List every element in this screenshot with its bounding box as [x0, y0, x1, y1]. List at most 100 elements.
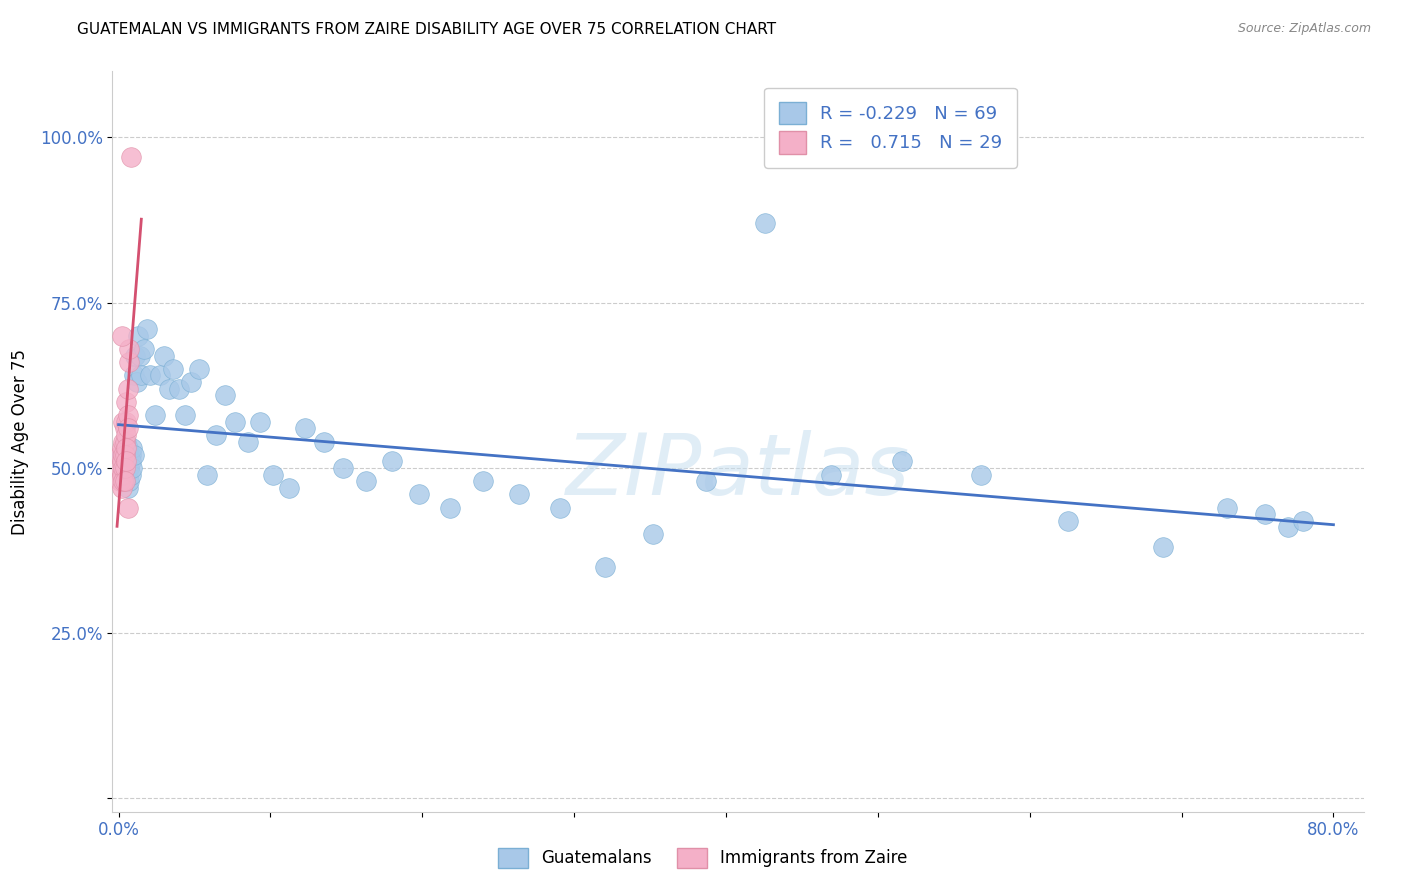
Point: [1056, 514, 1078, 528]
Text: GUATEMALAN VS IMMIGRANTS FROM ZAIRE DISABILITY AGE OVER 75 CORRELATION CHART: GUATEMALAN VS IMMIGRANTS FROM ZAIRE DISA…: [77, 22, 776, 37]
Point: [114, 474, 136, 488]
Point: [136, 322, 159, 336]
Point: [115, 395, 138, 409]
Point: [110, 481, 132, 495]
Point: [1152, 541, 1174, 555]
Legend: Guatemalans, Immigrants from Zaire: Guatemalans, Immigrants from Zaire: [492, 841, 914, 875]
Point: [115, 467, 138, 482]
Point: [120, 454, 142, 468]
Point: [550, 500, 572, 515]
Point: [121, 441, 143, 455]
Point: [115, 441, 138, 455]
Y-axis label: Disability Age Over 75: Disability Age Over 75: [11, 349, 28, 534]
Point: [117, 441, 139, 455]
Point: [117, 421, 139, 435]
Point: [262, 467, 284, 482]
Point: [118, 461, 141, 475]
Point: [820, 467, 842, 482]
Legend: R = -0.229   N = 69, R =   0.715   N = 29: R = -0.229 N = 69, R = 0.715 N = 29: [765, 87, 1017, 168]
Point: [112, 474, 135, 488]
Point: [120, 467, 142, 482]
Point: [117, 408, 139, 422]
Point: [508, 487, 530, 501]
Point: [120, 150, 142, 164]
Point: [162, 361, 184, 376]
Point: [124, 349, 146, 363]
Point: [472, 474, 495, 488]
Point: [128, 349, 150, 363]
Point: [117, 461, 139, 475]
Point: [115, 434, 138, 449]
Point: [122, 368, 145, 383]
Point: [108, 448, 131, 462]
Point: [354, 474, 377, 488]
Point: [224, 415, 246, 429]
Point: [118, 342, 141, 356]
Point: [122, 448, 145, 462]
Point: [195, 467, 218, 482]
Point: [143, 408, 166, 422]
Point: [312, 434, 335, 449]
Point: [108, 474, 131, 488]
Point: [134, 342, 156, 356]
Point: [114, 448, 136, 462]
Point: [157, 382, 180, 396]
Point: [593, 560, 616, 574]
Point: [115, 454, 138, 468]
Point: [148, 368, 170, 383]
Point: [204, 428, 226, 442]
Point: [294, 421, 316, 435]
Point: [249, 415, 271, 429]
Point: [117, 500, 139, 515]
Point: [114, 421, 136, 435]
Point: [125, 375, 148, 389]
Point: [112, 415, 135, 429]
Text: ZIPatlas: ZIPatlas: [567, 430, 910, 513]
Point: [214, 388, 236, 402]
Point: [114, 441, 136, 455]
Point: [439, 500, 461, 515]
Text: Source: ZipAtlas.com: Source: ZipAtlas.com: [1237, 22, 1371, 36]
Point: [118, 448, 141, 462]
Point: [117, 382, 139, 396]
Point: [110, 467, 132, 482]
Point: [970, 467, 993, 482]
Point: [153, 349, 176, 363]
Point: [110, 448, 132, 462]
Point: [114, 461, 136, 475]
Point: [131, 368, 153, 383]
Point: [236, 434, 259, 449]
Point: [112, 461, 135, 475]
Point: [139, 368, 162, 383]
Point: [695, 474, 717, 488]
Point: [1277, 520, 1299, 534]
Point: [643, 527, 665, 541]
Point: [112, 448, 135, 462]
Point: [121, 461, 143, 475]
Point: [112, 461, 135, 475]
Point: [110, 454, 132, 468]
Point: [112, 434, 135, 449]
Point: [115, 454, 138, 468]
Point: [118, 355, 141, 369]
Point: [127, 328, 149, 343]
Point: [120, 448, 142, 462]
Point: [169, 382, 191, 396]
Point: [408, 487, 430, 501]
Point: [114, 434, 136, 449]
Point: [754, 216, 776, 230]
Point: [1292, 514, 1315, 528]
Point: [891, 454, 914, 468]
Point: [381, 454, 404, 468]
Point: [180, 375, 202, 389]
Point: [108, 461, 131, 475]
Point: [117, 481, 139, 495]
Point: [1254, 508, 1277, 522]
Point: [277, 481, 299, 495]
Point: [332, 461, 354, 475]
Point: [188, 361, 211, 376]
Point: [115, 428, 138, 442]
Point: [110, 441, 132, 455]
Point: [112, 454, 135, 468]
Point: [174, 408, 197, 422]
